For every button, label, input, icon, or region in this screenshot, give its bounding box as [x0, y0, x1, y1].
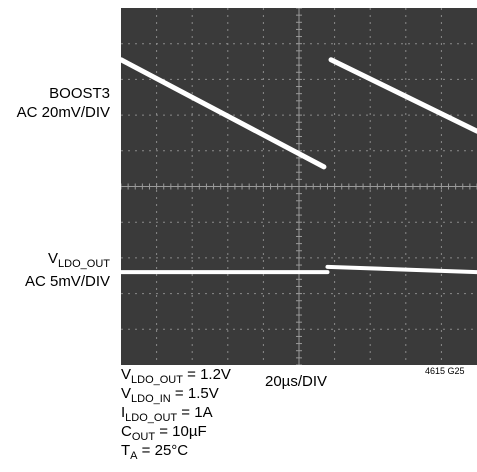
boost3-scale: AC 20mV/DIV [16, 104, 110, 121]
condition-line: COUT = 10µF [121, 423, 207, 443]
boost3-trace-segment [118, 57, 327, 170]
scope-plot [118, 7, 477, 366]
vldo-name: VLDO_OUT [48, 250, 110, 270]
boost3-trace-segment [328, 57, 477, 134]
vldo-channel-label: VLDO_OUT AC 5mV/DIV [25, 249, 110, 291]
condition-line: VLDO_IN = 1.5V [121, 385, 219, 405]
test-conditions: VLDO_OUT = 1.2V VLDO_IN = 1.5V ILDO_OUT = … [121, 366, 231, 462]
vldo-out-trace-segment [325, 264, 477, 275]
oscilloscope-screen [118, 7, 477, 366]
condition-line: TA = 25°C [121, 442, 189, 462]
boost3-name: BOOST3 [49, 85, 110, 102]
figure-id: 4615 G25 [425, 366, 465, 376]
boost3-channel-label: BOOST3 AC 20mV/DIV [17, 84, 110, 122]
condition-line: VLDO_OUT = 1.2V [121, 366, 231, 386]
condition-line: ILDO_OUT = 1A [121, 404, 213, 424]
vldo-scale: AC 5mV/DIV [24, 273, 110, 290]
timebase-label: 20µs/DIV [265, 373, 327, 390]
